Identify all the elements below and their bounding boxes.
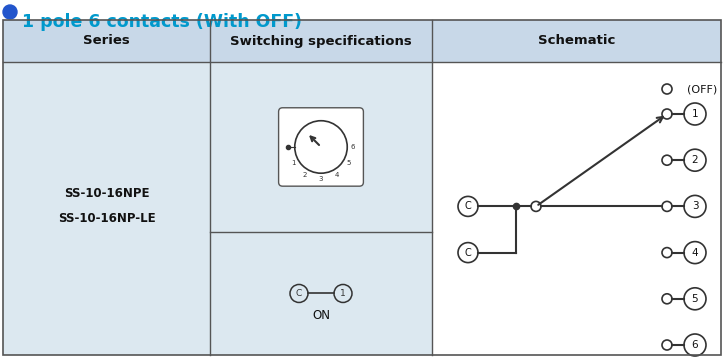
Text: (OFF): (OFF) <box>687 84 717 94</box>
Text: 3: 3 <box>319 176 323 182</box>
FancyBboxPatch shape <box>279 108 363 186</box>
Bar <box>432 62 721 355</box>
Circle shape <box>3 5 17 19</box>
Text: 2: 2 <box>303 172 307 178</box>
Text: Series: Series <box>83 34 130 48</box>
Text: 4: 4 <box>691 248 699 258</box>
Text: C: C <box>296 289 302 298</box>
Text: C: C <box>465 248 471 258</box>
Text: 1: 1 <box>340 289 346 298</box>
Bar <box>3 62 721 355</box>
Text: 1: 1 <box>291 160 295 166</box>
Text: 5: 5 <box>691 294 699 304</box>
Text: Switching specifications: Switching specifications <box>230 34 412 48</box>
Text: 3: 3 <box>691 202 699 212</box>
Text: 5: 5 <box>347 160 351 166</box>
Text: SS-10-16NP-LE: SS-10-16NP-LE <box>58 212 156 225</box>
Text: 1 pole 6 contacts (With OFF): 1 pole 6 contacts (With OFF) <box>22 13 302 31</box>
Text: Schematic: Schematic <box>538 34 615 48</box>
Text: 4: 4 <box>335 172 340 178</box>
Bar <box>3 20 721 62</box>
Text: SS-10-16NPE: SS-10-16NPE <box>64 187 149 200</box>
Text: 6: 6 <box>691 340 699 350</box>
Text: 6: 6 <box>351 144 355 150</box>
Text: 1: 1 <box>691 109 699 119</box>
Text: 2: 2 <box>691 155 699 165</box>
Text: ON: ON <box>312 309 330 322</box>
Text: C: C <box>465 202 471 212</box>
